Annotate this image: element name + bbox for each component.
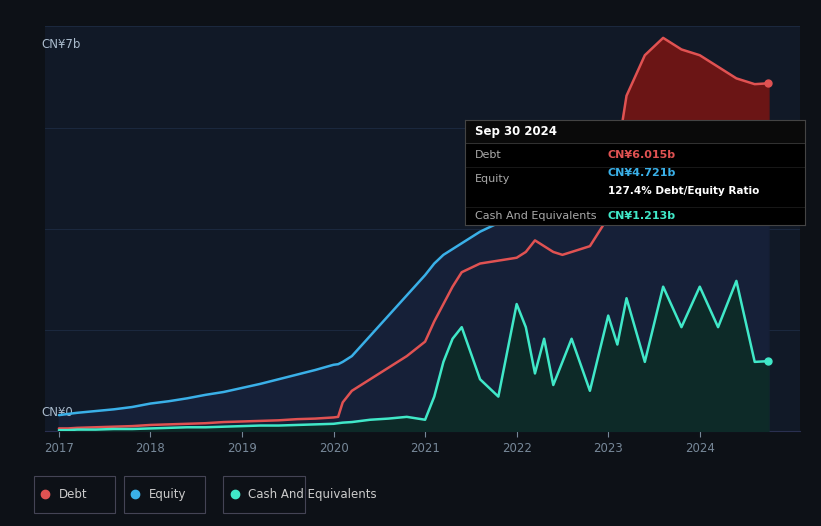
Bar <box>34 476 115 513</box>
Text: Cash And Equivalents: Cash And Equivalents <box>248 488 377 501</box>
Text: Debt: Debt <box>475 150 502 160</box>
Text: Equity: Equity <box>149 488 186 501</box>
Text: CN¥7b: CN¥7b <box>41 38 80 52</box>
Text: Cash And Equivalents: Cash And Equivalents <box>475 210 597 220</box>
Text: Sep 30 2024: Sep 30 2024 <box>475 125 557 138</box>
Bar <box>223 476 305 513</box>
Text: Debt: Debt <box>58 488 87 501</box>
Text: Equity: Equity <box>475 174 511 184</box>
Bar <box>465 120 805 143</box>
Text: CN¥6.015b: CN¥6.015b <box>608 150 676 160</box>
Text: CN¥0: CN¥0 <box>41 406 73 419</box>
Text: CN¥1.213b: CN¥1.213b <box>608 210 676 220</box>
Text: 127.4% Debt/Equity Ratio: 127.4% Debt/Equity Ratio <box>608 186 759 196</box>
Text: CN¥4.721b: CN¥4.721b <box>608 167 677 177</box>
Bar <box>124 476 205 513</box>
